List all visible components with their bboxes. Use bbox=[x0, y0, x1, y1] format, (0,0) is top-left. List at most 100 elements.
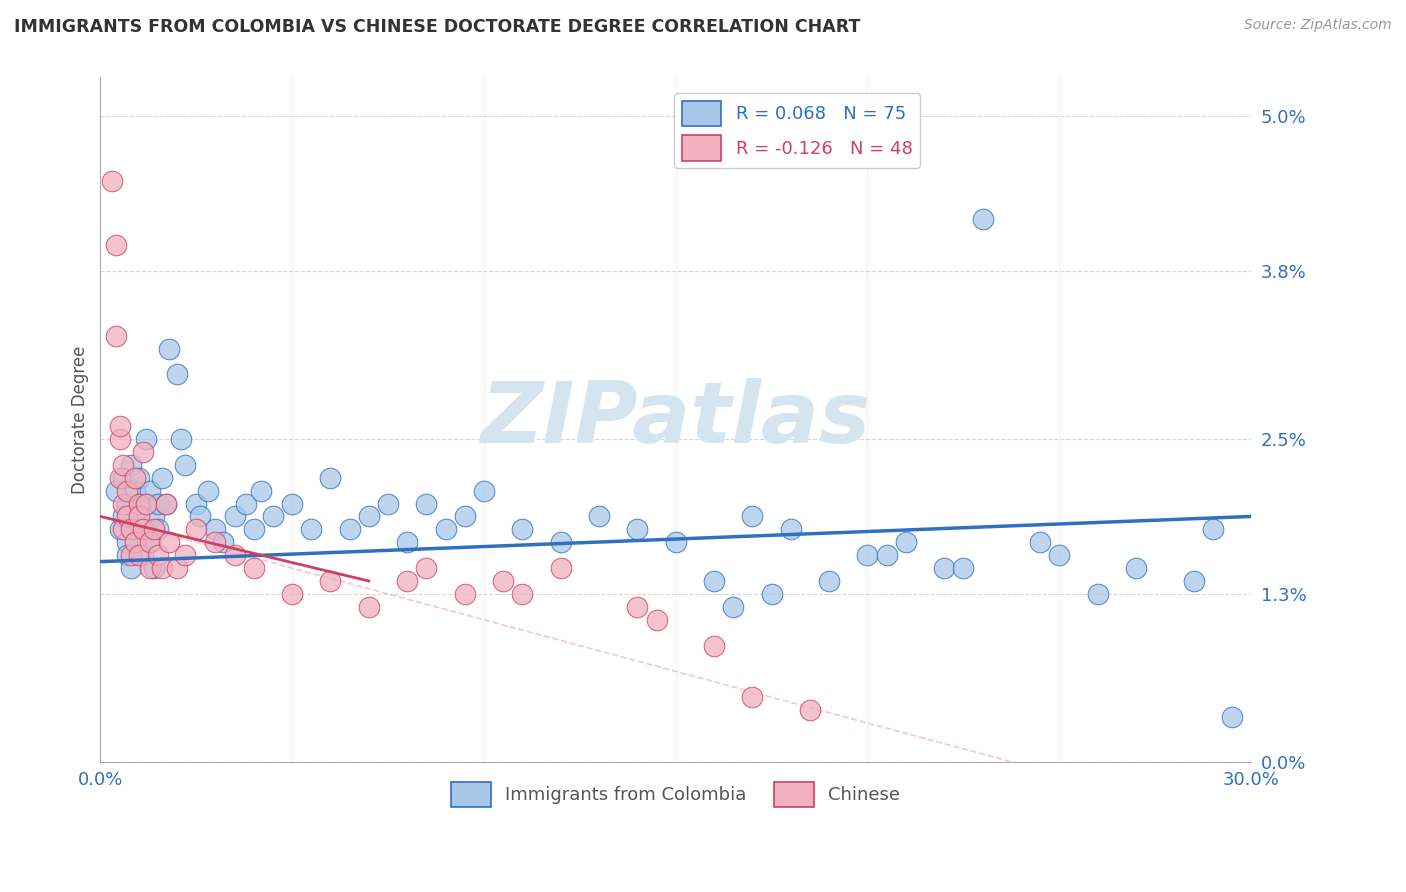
Point bbox=[186, 496, 208, 510]
Point bbox=[166, 561, 188, 575]
Point bbox=[1182, 574, 1205, 588]
Point bbox=[972, 212, 994, 227]
Point bbox=[120, 458, 142, 472]
Point bbox=[510, 522, 533, 536]
Point bbox=[588, 509, 610, 524]
Point bbox=[396, 535, 419, 549]
Point bbox=[299, 522, 322, 536]
Point bbox=[120, 522, 142, 536]
Y-axis label: Doctorate Degree: Doctorate Degree bbox=[72, 345, 89, 494]
Point bbox=[128, 471, 150, 485]
Point bbox=[1087, 587, 1109, 601]
Point bbox=[135, 496, 157, 510]
Point bbox=[112, 496, 135, 510]
Point bbox=[155, 496, 177, 510]
Point bbox=[1220, 709, 1243, 723]
Point bbox=[128, 548, 150, 562]
Point bbox=[135, 496, 157, 510]
Point bbox=[454, 509, 477, 524]
Text: ZIPatlas: ZIPatlas bbox=[481, 378, 870, 461]
Point bbox=[112, 509, 135, 524]
Point bbox=[550, 535, 572, 549]
Point bbox=[665, 535, 688, 549]
Point bbox=[131, 522, 153, 536]
Point bbox=[112, 471, 135, 485]
Point bbox=[262, 509, 284, 524]
Point bbox=[242, 522, 264, 536]
Point bbox=[550, 561, 572, 575]
Point bbox=[212, 535, 235, 549]
Point bbox=[224, 509, 246, 524]
Point bbox=[415, 561, 437, 575]
Point bbox=[124, 522, 146, 536]
Point bbox=[224, 548, 246, 562]
Point bbox=[761, 587, 783, 601]
Point bbox=[204, 522, 226, 536]
Point bbox=[115, 496, 138, 510]
Point bbox=[104, 483, 127, 498]
Point bbox=[188, 509, 211, 524]
Point bbox=[131, 548, 153, 562]
Point bbox=[143, 509, 166, 524]
Point bbox=[339, 522, 361, 536]
Point bbox=[157, 342, 180, 356]
Point bbox=[146, 496, 169, 510]
Point bbox=[143, 561, 166, 575]
Point bbox=[173, 548, 195, 562]
Point bbox=[124, 483, 146, 498]
Point bbox=[741, 509, 763, 524]
Point bbox=[115, 535, 138, 549]
Point bbox=[139, 561, 162, 575]
Point bbox=[779, 522, 801, 536]
Point bbox=[357, 509, 380, 524]
Point bbox=[1202, 522, 1225, 536]
Point bbox=[281, 587, 304, 601]
Point bbox=[645, 613, 668, 627]
Point bbox=[186, 522, 208, 536]
Point bbox=[124, 471, 146, 485]
Point bbox=[124, 535, 146, 549]
Point bbox=[626, 599, 648, 614]
Point bbox=[104, 238, 127, 252]
Point bbox=[143, 522, 166, 536]
Point bbox=[876, 548, 898, 562]
Point bbox=[396, 574, 419, 588]
Point bbox=[139, 535, 162, 549]
Point bbox=[173, 458, 195, 472]
Point bbox=[139, 535, 162, 549]
Point bbox=[799, 703, 821, 717]
Point bbox=[135, 432, 157, 446]
Point bbox=[415, 496, 437, 510]
Point bbox=[281, 496, 304, 510]
Point bbox=[115, 483, 138, 498]
Point bbox=[128, 509, 150, 524]
Point bbox=[894, 535, 917, 549]
Point bbox=[108, 471, 131, 485]
Point bbox=[472, 483, 495, 498]
Point bbox=[166, 368, 188, 382]
Point bbox=[510, 587, 533, 601]
Point bbox=[108, 432, 131, 446]
Text: Source: ZipAtlas.com: Source: ZipAtlas.com bbox=[1244, 18, 1392, 32]
Point bbox=[131, 522, 153, 536]
Point bbox=[741, 690, 763, 705]
Point bbox=[120, 548, 142, 562]
Point bbox=[703, 639, 725, 653]
Point bbox=[197, 483, 219, 498]
Point bbox=[703, 574, 725, 588]
Point bbox=[723, 599, 745, 614]
Point bbox=[120, 561, 142, 575]
Point bbox=[108, 522, 131, 536]
Point bbox=[128, 496, 150, 510]
Point bbox=[150, 561, 173, 575]
Point bbox=[952, 561, 974, 575]
Legend: Immigrants from Colombia, Chinese: Immigrants from Colombia, Chinese bbox=[444, 774, 907, 814]
Point bbox=[1029, 535, 1052, 549]
Point bbox=[146, 522, 169, 536]
Point bbox=[319, 574, 342, 588]
Point bbox=[434, 522, 457, 536]
Point bbox=[139, 483, 162, 498]
Point bbox=[150, 471, 173, 485]
Point bbox=[155, 496, 177, 510]
Point bbox=[454, 587, 477, 601]
